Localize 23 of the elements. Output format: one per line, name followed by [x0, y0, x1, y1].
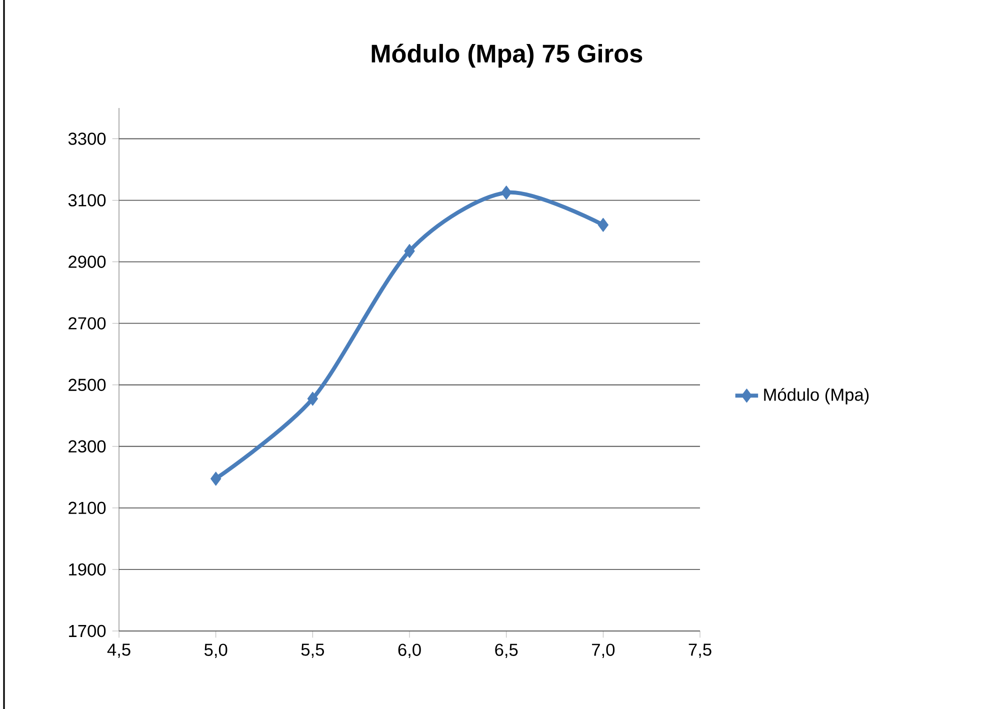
y-tick-label: 2100: [68, 502, 106, 514]
x-tick-label: 7,5: [688, 644, 712, 658]
point: [307, 392, 318, 406]
y-tick-label: 1900: [69, 563, 106, 576]
x-tick-label: 6,0: [398, 644, 421, 658]
x-tick-label: 5,5: [301, 644, 324, 658]
y-tick-label: 2300: [68, 440, 106, 453]
x-tick-label: 4,5: [107, 644, 130, 658]
x-tick-label: 6,5: [495, 644, 518, 658]
x-tick-label: 5,0: [204, 644, 228, 658]
legend-label: Módulo (Mpa): [764, 388, 869, 404]
y-tick-label: 2700: [68, 317, 106, 330]
y-tick-label: 2900: [68, 256, 106, 268]
y-tick-label: 1700: [69, 624, 106, 638]
chart-title: Módulo (Mpa) 75 Giros: [372, 44, 642, 68]
y-tick-label: 3100: [68, 194, 106, 206]
x-tick-label: 7,0: [592, 644, 615, 658]
point: [404, 244, 415, 258]
point: [210, 472, 222, 486]
y-tick-label: 3300: [68, 132, 106, 145]
point: [598, 218, 609, 232]
point: [501, 186, 512, 200]
y-tick-label: 2500: [68, 378, 106, 392]
